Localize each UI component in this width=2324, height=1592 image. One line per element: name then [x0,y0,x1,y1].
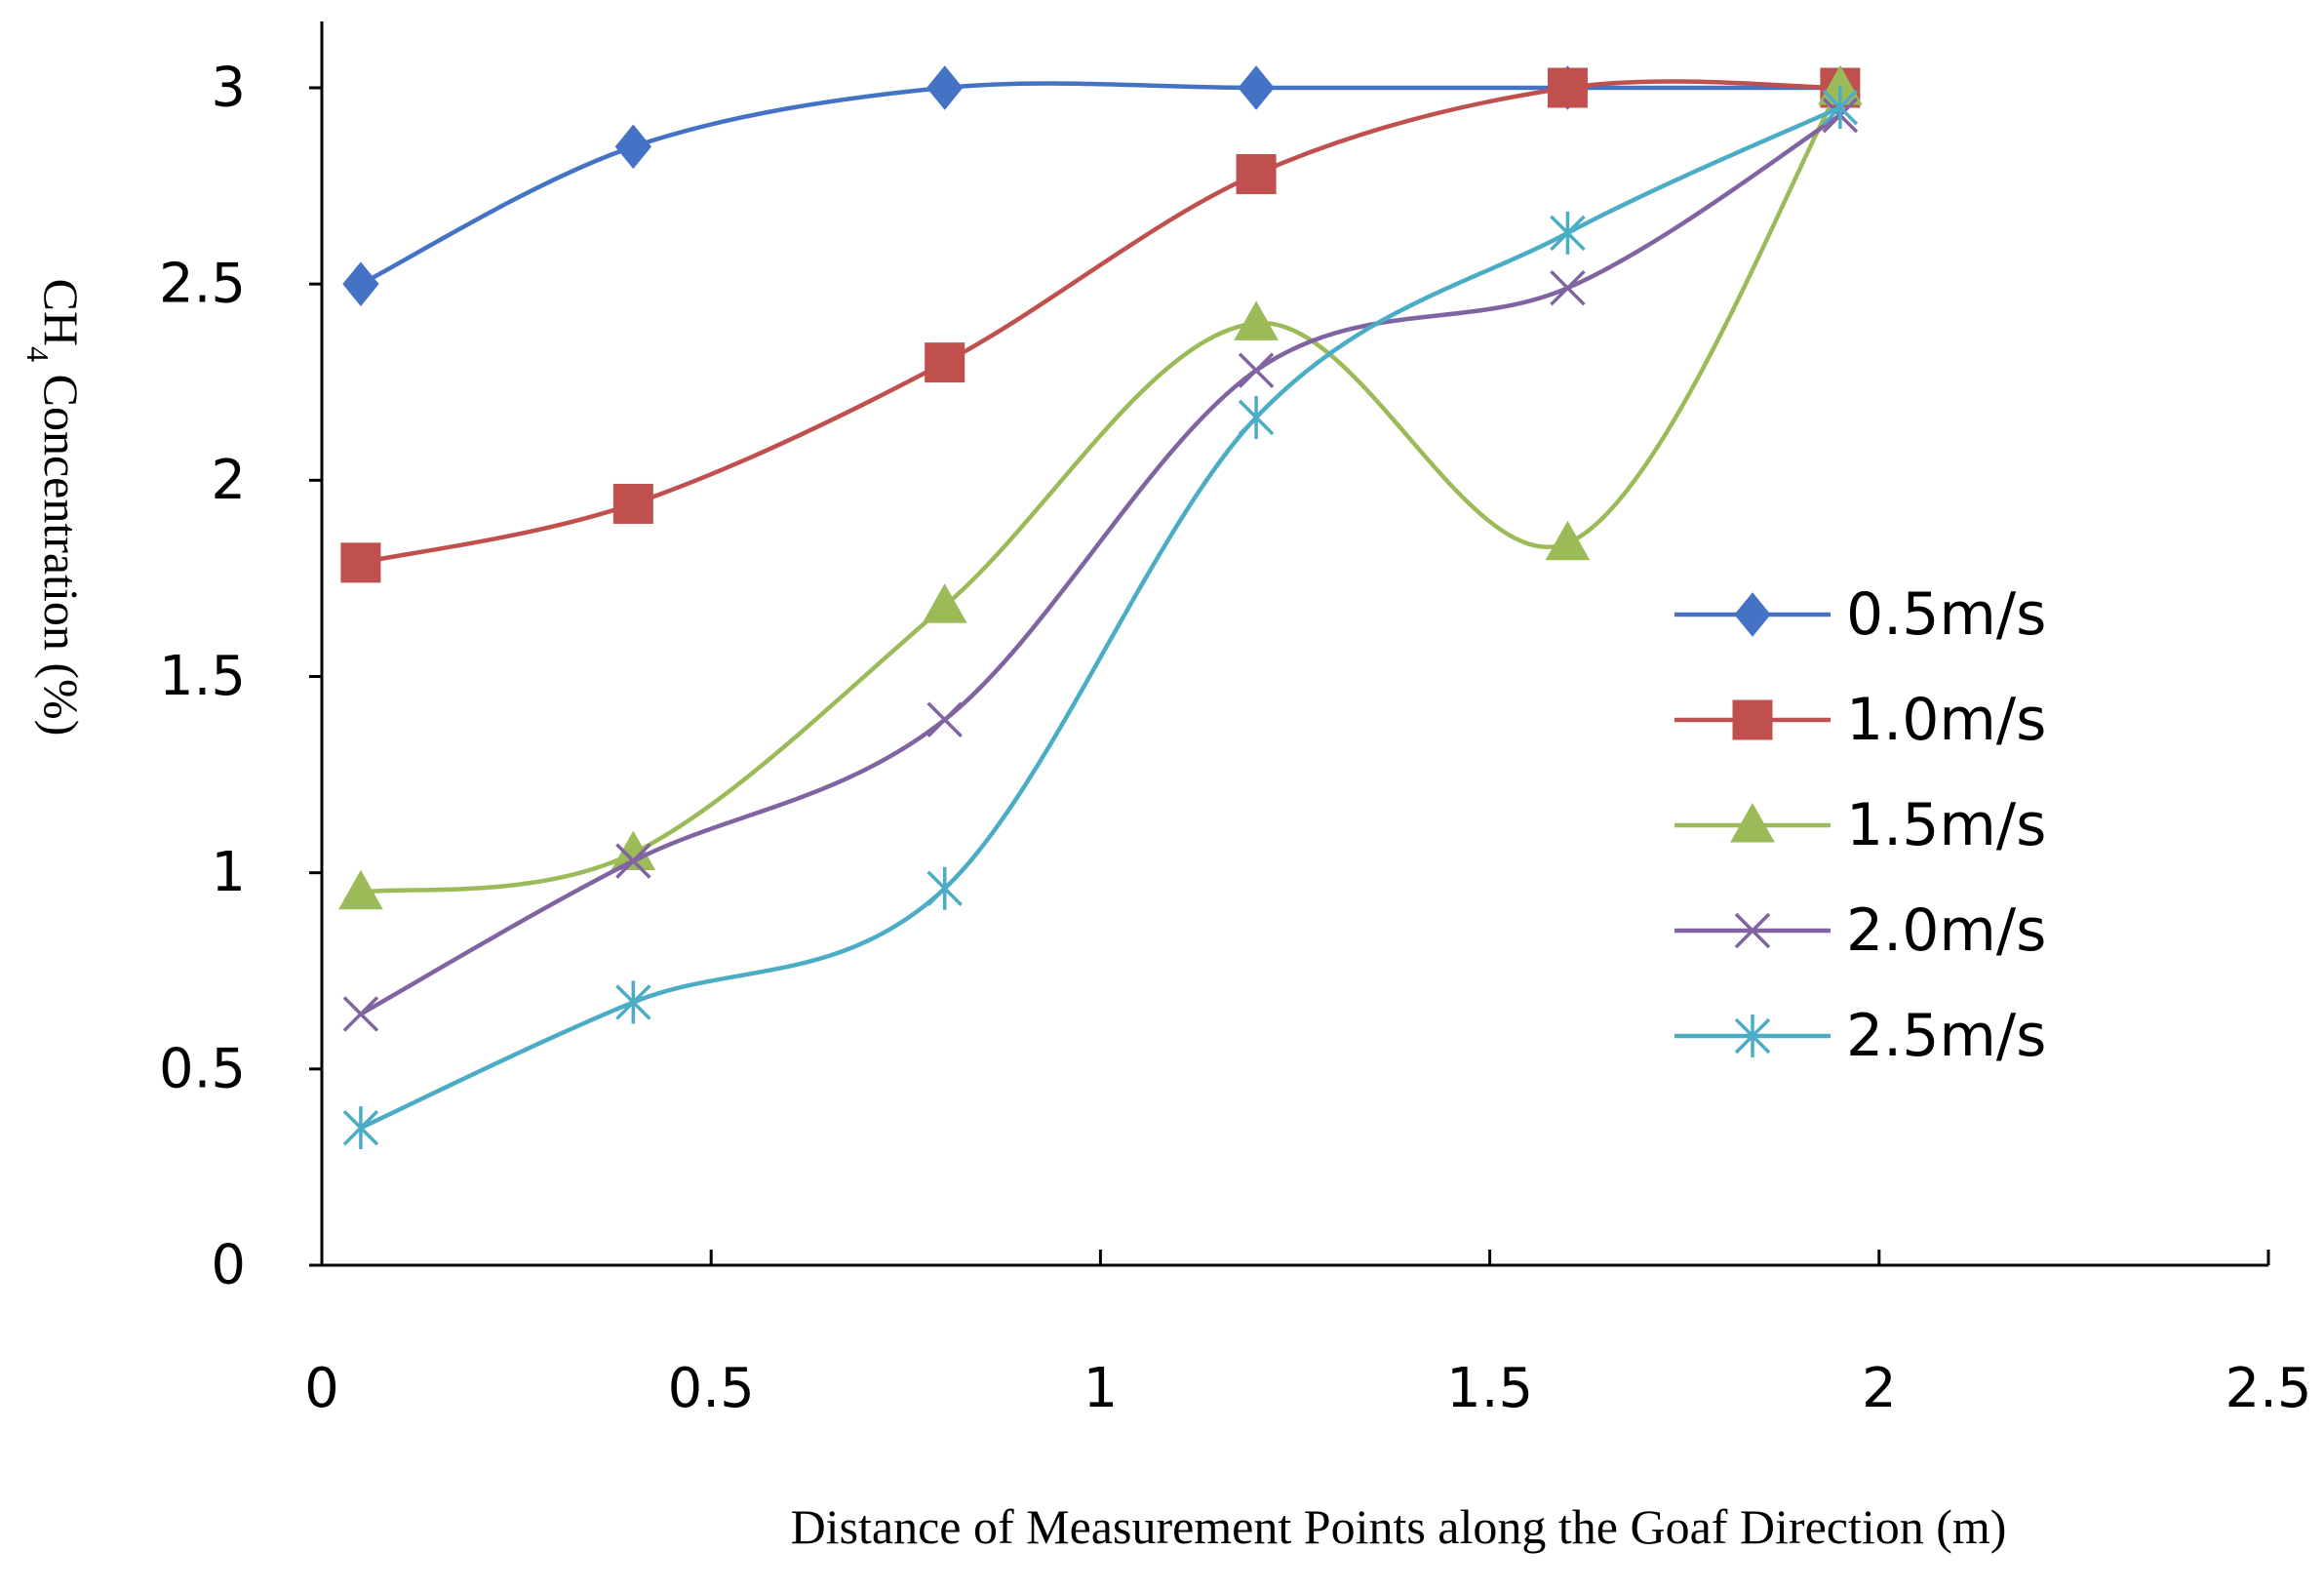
legend-item: 0.5m/s [1674,580,2046,649]
data-point [1236,154,1277,195]
y-tick-label: 1.5 [159,645,246,708]
data-point [1238,65,1275,110]
y-tick-label: 0.5 [159,1037,246,1100]
x-tick-label: 1 [1083,1357,1119,1420]
data-point [340,542,381,583]
legend-marker [1732,699,1773,740]
data-point [612,483,653,524]
data-point [615,980,651,1024]
legend: 0.5m/s 1.0m/s 1.5m/s 2.0m/s 2.5m/s [1674,580,2046,1070]
data-point [926,701,963,737]
y-axis-title: CH4 Concentration (%) [20,279,89,736]
axis-titles: Distance of Measurement Points along the… [20,279,2006,1554]
legend-label: 1.0m/s [1846,686,2046,754]
series-line [358,112,1843,1016]
x-axis-title: Distance of Measurement Points along the… [791,1499,2007,1554]
data-point [1822,86,1859,130]
data-point [1234,300,1279,340]
data-point [922,583,967,623]
data-point [1545,520,1591,561]
legend-item: 2.0m/s [1674,896,2046,965]
x-tick-label: 2.5 [2225,1357,2311,1420]
legend-label: 2.0m/s [1846,896,2046,965]
axes: 0 0.5 1 1.5 2 2.5 3 0 0.5 1 1.5 2 2.5 [159,21,2312,1420]
legend-item: 1.0m/s [1674,686,2046,754]
data-point [342,996,379,1032]
legend-marker [1734,912,1771,949]
y-tick-label: 0 [211,1234,246,1297]
y-axis-title-prefix: CH [34,279,89,346]
data-point [926,65,964,110]
legend-marker [1734,1015,1771,1057]
data-point [615,843,651,879]
series-layer [338,64,1863,1150]
x-tick-label: 1.5 [1446,1357,1533,1420]
data-point [342,1106,379,1150]
series-line [358,104,1843,1131]
data-point [1550,211,1586,255]
y-tick-label: 3 [211,57,246,120]
y-tick-label: 1 [211,841,246,904]
legend-item: 1.5m/s [1674,791,2046,859]
legend-marker [1730,802,1775,843]
y-tick-label: 2.5 [159,253,246,316]
series-2.5m/s [342,86,1859,1150]
data-point [1238,395,1275,439]
data-point [342,261,379,306]
legend-marker [1734,592,1771,637]
y-tick-label: 2 [211,449,246,512]
series-line [358,81,1843,287]
y-axis-title-suffix: Concentration (%) [34,362,89,736]
y-axis-title-subscript: 4 [20,346,56,362]
x-tick-label: 0 [304,1357,339,1420]
data-point [925,342,965,383]
data-point [1547,67,1588,108]
data-point [926,866,963,910]
legend-label: 1.5m/s [1846,791,2046,859]
data-point [614,124,652,170]
data-point [1238,352,1275,388]
data-point [338,869,383,910]
x-tick-label: 2 [1862,1357,1897,1420]
x-tick-label: 0.5 [668,1357,755,1420]
data-point [1550,269,1586,306]
legend-label: 2.5m/s [1846,1002,2046,1070]
series-2.0m/s [342,97,1859,1032]
legend-item: 2.5m/s [1674,1002,2046,1070]
series-1.0m/s [340,67,1861,583]
legend-label: 0.5m/s [1846,580,2046,649]
